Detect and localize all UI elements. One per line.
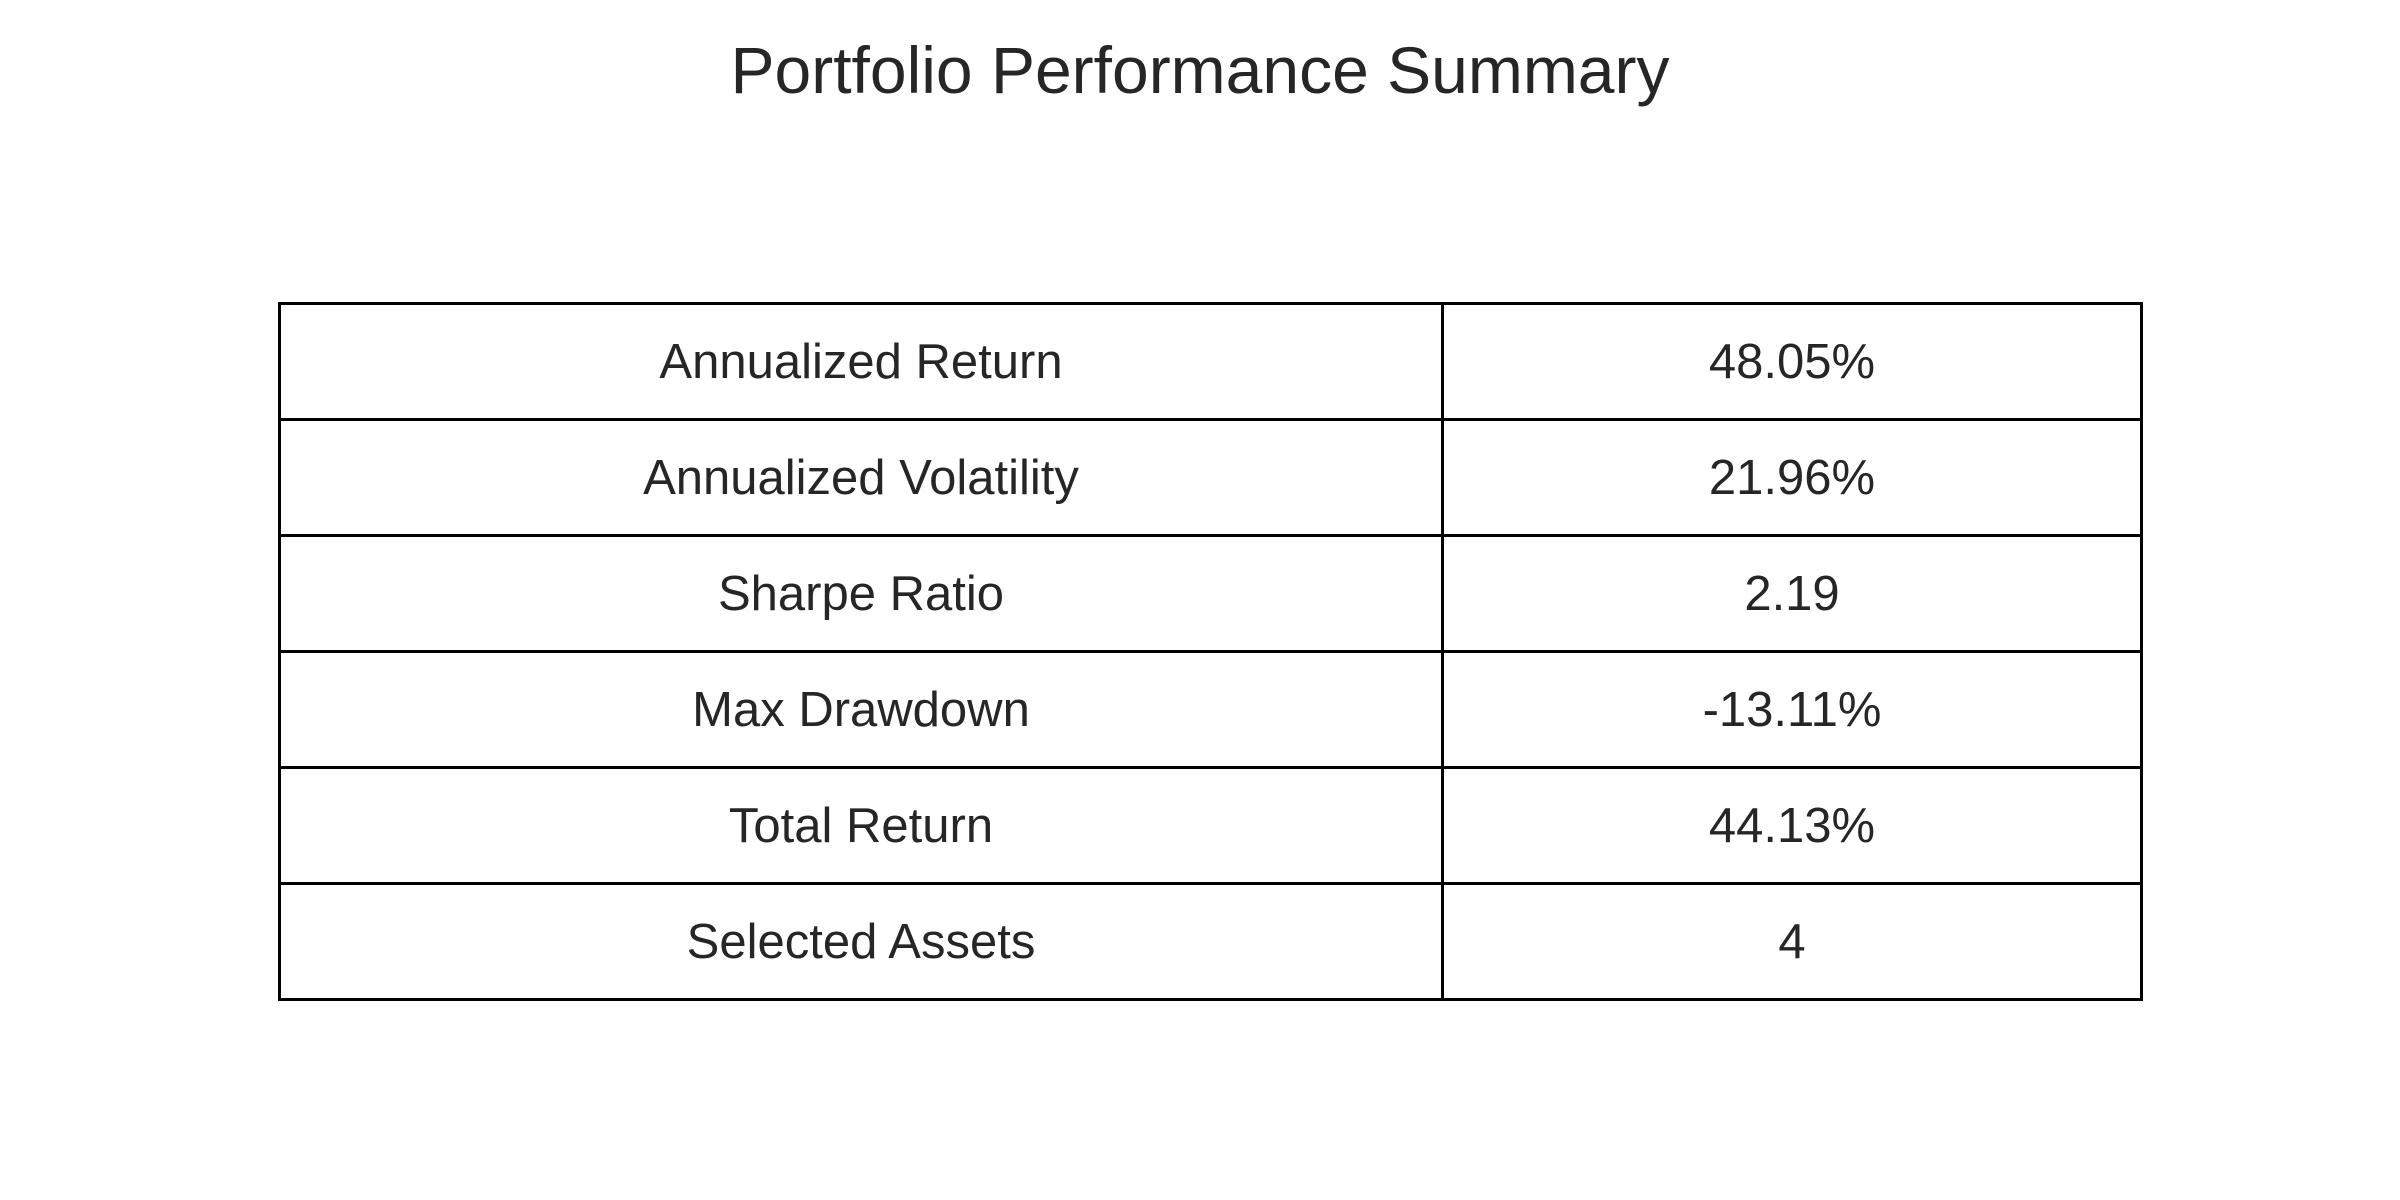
metric-value-cell: 21.96% (1441, 418, 2143, 537)
metric-value-cell: 2.19 (1441, 534, 2143, 653)
metric-value-cell: 48.05% (1441, 302, 2143, 421)
metric-label-cell: Total Return (278, 766, 1444, 885)
table-row: Total Return 44.13% (278, 766, 2143, 885)
table-row: Annualized Volatility 21.96% (278, 418, 2143, 537)
metric-value-cell: 4 (1441, 882, 2143, 1001)
table-row: Sharpe Ratio 2.19 (278, 534, 2143, 653)
performance-summary-table: Annualized Return 48.05% Annualized Vola… (278, 302, 2143, 1001)
metric-value-cell: 44.13% (1441, 766, 2143, 885)
table-row: Selected Assets 4 (278, 882, 2143, 1001)
metric-label-cell: Max Drawdown (278, 650, 1444, 769)
metric-label-cell: Annualized Return (278, 302, 1444, 421)
table-row: Max Drawdown -13.11% (278, 650, 2143, 769)
table-row: Annualized Return 48.05% (278, 302, 2143, 421)
metric-value-cell: -13.11% (1441, 650, 2143, 769)
metric-label-cell: Annualized Volatility (278, 418, 1444, 537)
table-title: Portfolio Performance Summary (730, 33, 1670, 107)
metric-label-cell: Selected Assets (278, 882, 1444, 1001)
metric-label-cell: Sharpe Ratio (278, 534, 1444, 653)
